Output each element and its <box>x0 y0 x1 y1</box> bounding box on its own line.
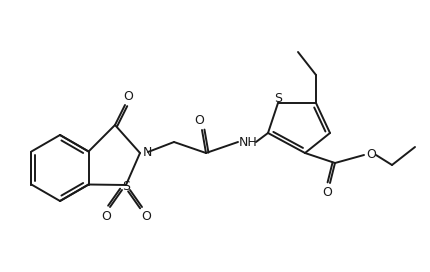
Text: O: O <box>141 211 151 224</box>
Text: N: N <box>142 147 152 159</box>
Text: O: O <box>194 113 204 126</box>
Text: O: O <box>123 89 133 103</box>
Text: S: S <box>122 180 130 193</box>
Text: O: O <box>101 211 111 224</box>
Text: O: O <box>322 187 332 199</box>
Text: S: S <box>274 91 282 104</box>
Text: O: O <box>366 149 376 162</box>
Text: NH: NH <box>239 137 258 150</box>
